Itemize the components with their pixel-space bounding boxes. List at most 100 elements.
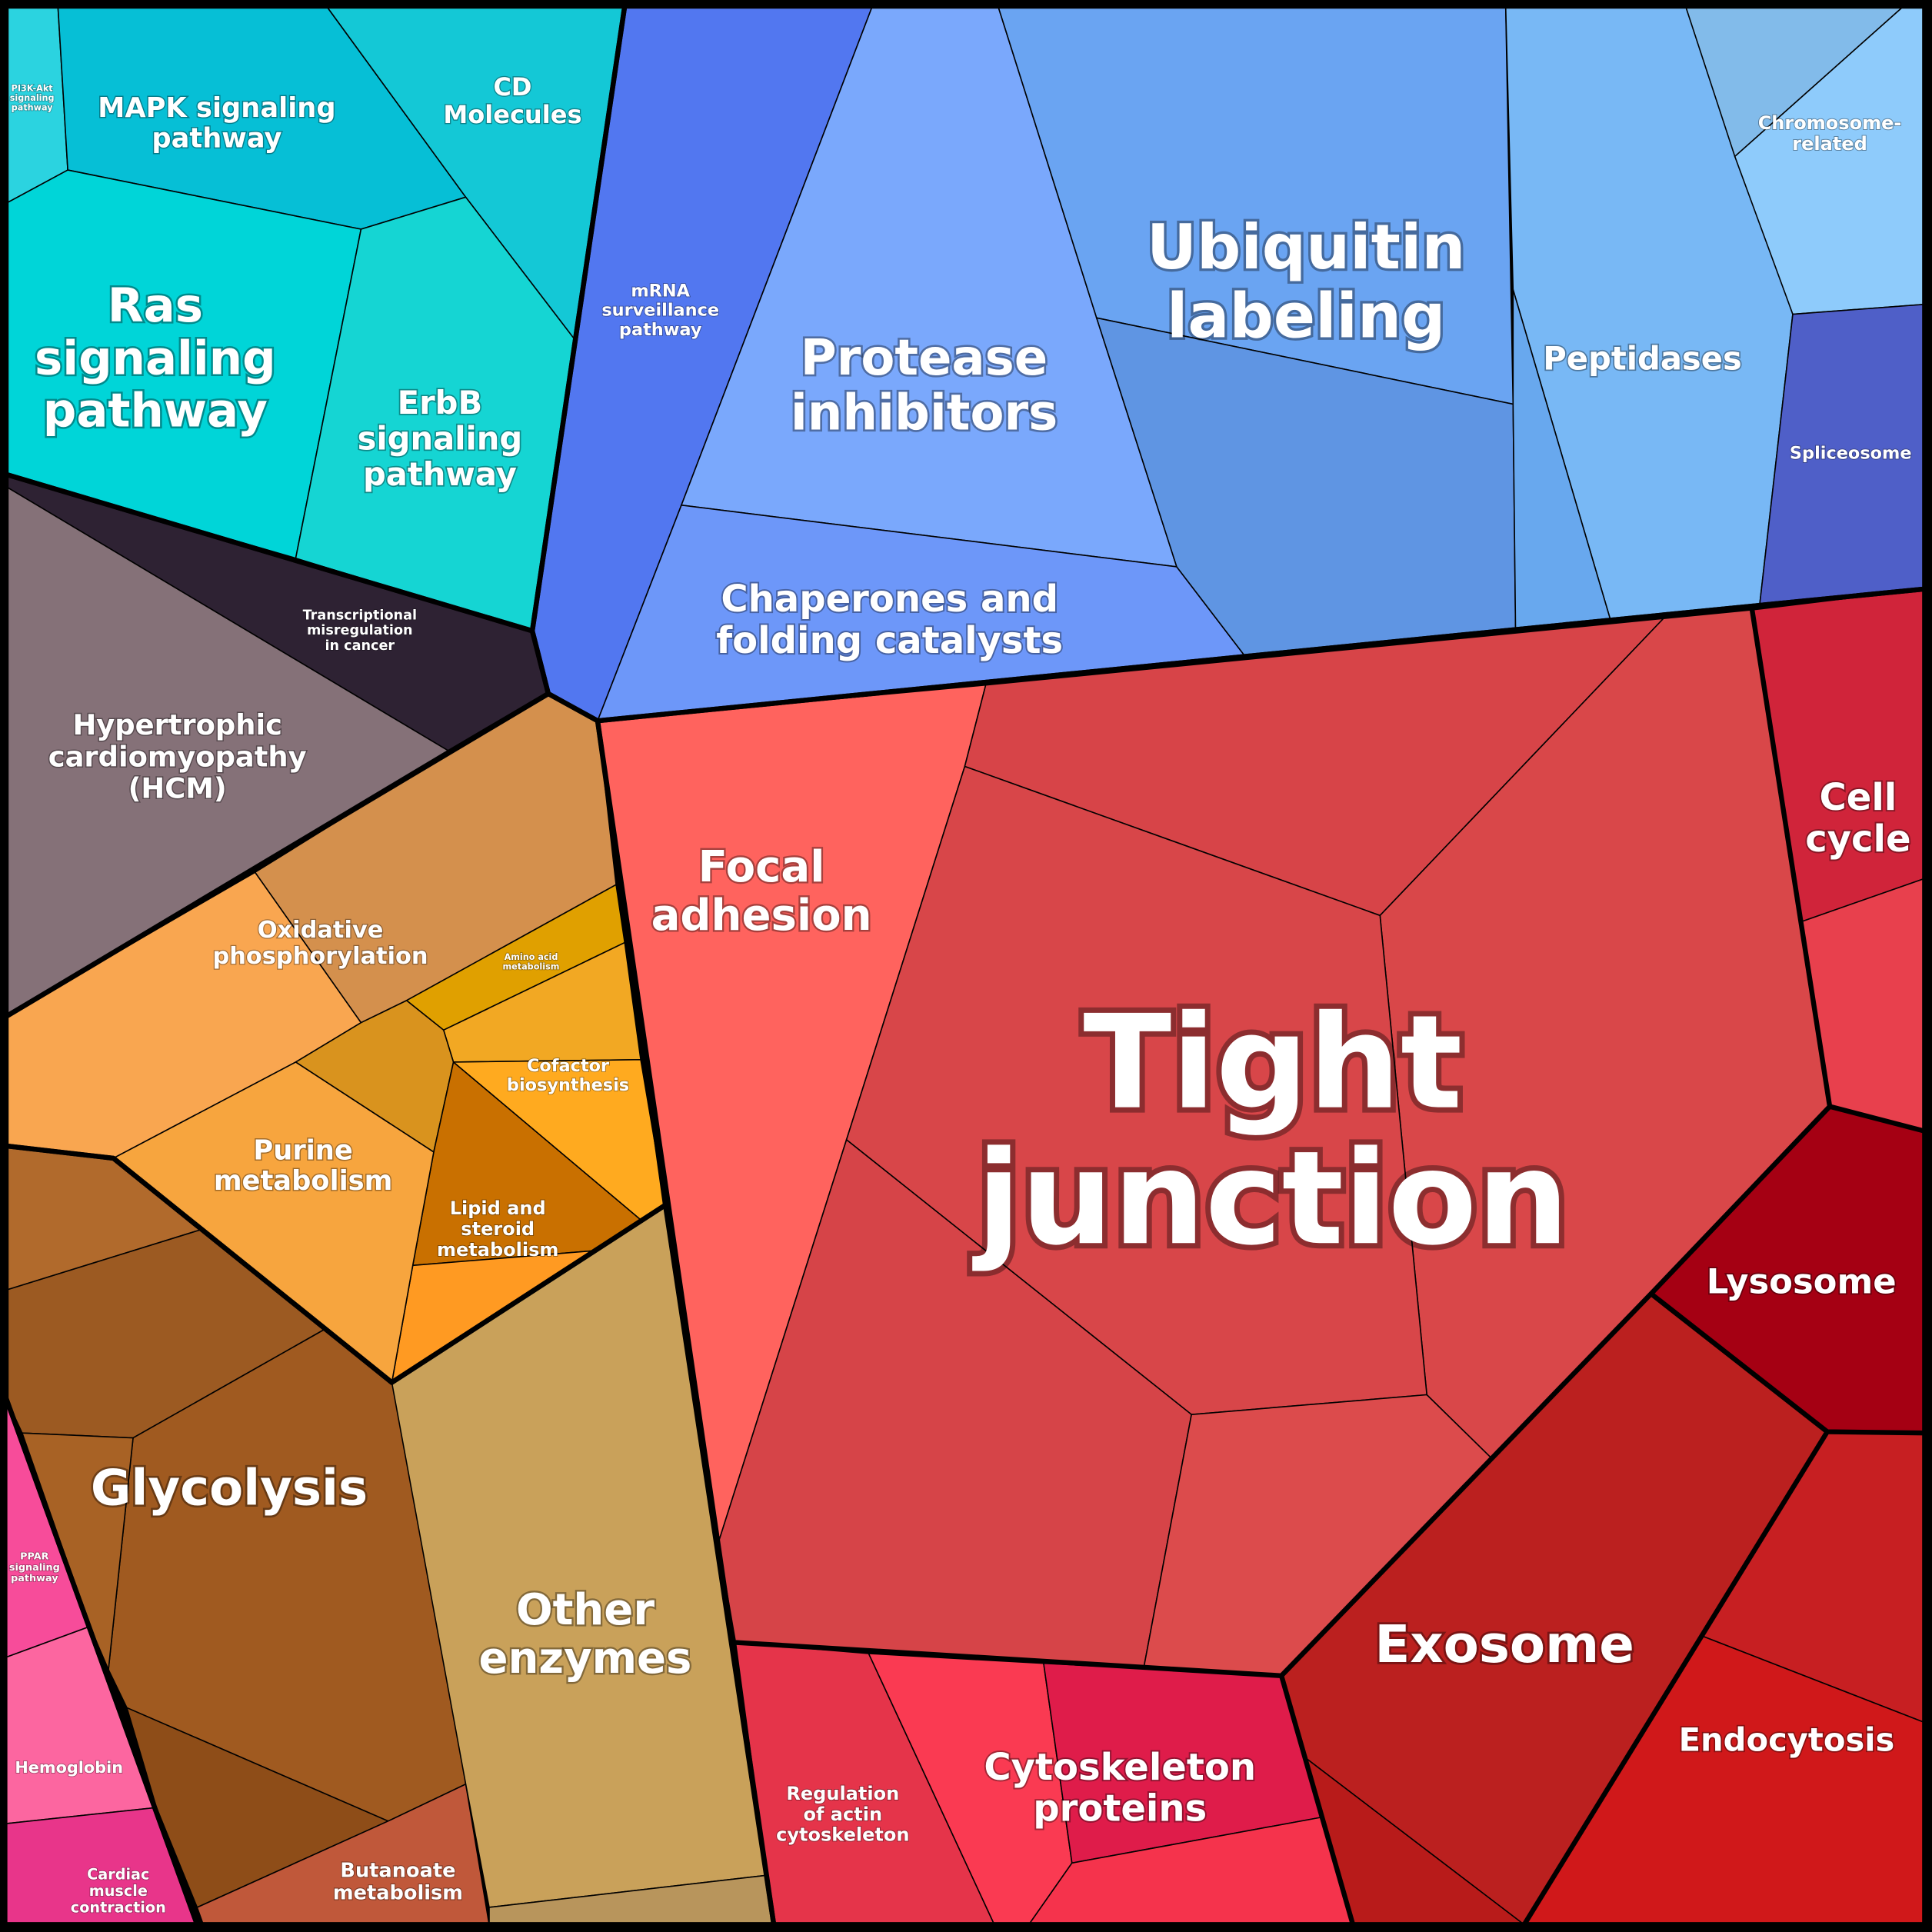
cell-label-line: Purine: [253, 1134, 352, 1166]
cell-label-line: PI3K-Akt: [12, 84, 54, 94]
cell-label-line: steroid: [461, 1218, 535, 1240]
cell-label: Hypertrophic cardiomyopathy (HCM): [48, 708, 307, 804]
cell-label-line: related: [1792, 133, 1867, 155]
cell-label-line: signaling: [358, 420, 523, 458]
cell-label: Spliceosome: [1790, 443, 1912, 463]
cell-label-line: labeling: [1167, 280, 1445, 351]
cell-label-line: of actin: [804, 1804, 883, 1825]
cell-label: Focal adhesion: [651, 842, 872, 941]
cell-label-line: Endocytosis: [1679, 1720, 1895, 1758]
cell-label: Lipid and steroid metabolism: [437, 1198, 558, 1261]
cell-label-line: pathway: [619, 319, 702, 339]
cell-label-line: Chaperones and: [721, 578, 1058, 621]
cell-label: Endocytosis: [1679, 1720, 1895, 1758]
cell-label: Cytoskeleton proteins: [984, 1746, 1256, 1830]
cell-label-line: Other: [516, 1585, 655, 1635]
cell-label-line: Focal: [698, 842, 825, 892]
cell-label-line: Oxidative: [258, 917, 384, 944]
cell-label-line: folding catalysts: [716, 619, 1063, 662]
cell-label-line: enzymes: [479, 1634, 692, 1684]
cell-label-line: Cell: [1819, 776, 1897, 819]
cell-label: mRNA surveillance pathway: [601, 281, 719, 339]
cell-label-line: proteins: [1033, 1787, 1207, 1830]
cell-label-line: Ras: [108, 278, 203, 333]
cell-label-line: pathway: [43, 383, 268, 438]
cell-label-line: signaling: [10, 93, 55, 103]
cell-label: ErbB signaling pathway: [358, 384, 523, 493]
cell-label-line: Transcriptional: [303, 608, 417, 624]
cell-label-line: in cancer: [325, 638, 395, 654]
cell-label-line: metabolism: [214, 1165, 393, 1197]
cell-label-line: Cytoskeleton: [984, 1746, 1256, 1789]
cell-label-line: Lysosome: [1707, 1261, 1897, 1301]
cell-label: Chaperones and folding catalysts: [716, 578, 1063, 662]
cell-label-line: mRNA: [631, 281, 690, 301]
labels: PI3K-Akt signaling pathway MAPK signaling pa…: [8, 72, 1912, 1917]
cell-label-line: Cardiac: [87, 1865, 149, 1883]
cell-label-line: (HCM): [128, 771, 227, 804]
cell-label: Protease inhibitors: [791, 329, 1058, 441]
cell-label-line: pathway: [363, 455, 517, 493]
cell-label-line: Peptidases: [1543, 339, 1741, 377]
cell-label-line: pathway: [152, 123, 281, 155]
cell-label: Exosome: [1374, 1614, 1634, 1674]
cell-label: Peptidases: [1543, 339, 1741, 377]
cell-label: Amino acid metabolism: [503, 952, 560, 972]
cell-label: Hemoglobin: [15, 1758, 123, 1777]
cell-label-line: pathway: [12, 103, 53, 113]
cell-label: Cofactor biosynthesis: [507, 1056, 629, 1095]
cell-label-line: pathway: [11, 1573, 58, 1584]
cell-label-line: Molecules: [443, 100, 581, 129]
cell-label-line: adhesion: [651, 891, 872, 941]
cell-label-line: Amino acid: [505, 952, 558, 962]
cell: [196, 1783, 490, 1926]
cell-label-line: misregulation: [307, 623, 413, 638]
cell-label-line: metabolism: [503, 961, 560, 971]
cell-label-line: Butanoate: [340, 1860, 455, 1883]
cell-label-line: Tight: [1083, 987, 1462, 1138]
cell-label: Other enzymes: [479, 1585, 692, 1684]
cell-label-line: surveillance: [601, 300, 719, 320]
cell-label-line: Hemoglobin: [15, 1758, 123, 1777]
cell-label: Ubiquitin labeling: [1147, 212, 1465, 352]
cell-label-line: Cofactor: [527, 1056, 609, 1076]
cell-label-line: Spliceosome: [1790, 443, 1912, 463]
group-border: [1749, 609, 1926, 1134]
cell-label-line: signaling: [35, 331, 276, 385]
cell-label-line: Lipid and: [450, 1198, 546, 1219]
cell-label-line: contraction: [71, 1898, 166, 1916]
cell-label: Lysosome: [1707, 1261, 1897, 1301]
cell-label-line: Protease: [801, 329, 1048, 386]
cell-label-line: phosphorylation: [212, 943, 428, 970]
cell-label: Transcriptional misregulation in cancer: [303, 608, 417, 654]
cell-label-line: muscle: [89, 1882, 148, 1900]
cell-label-line: metabolism: [437, 1239, 558, 1261]
cell-label-line: PPAR: [20, 1551, 48, 1562]
cell-label: Glycolysis: [91, 1460, 368, 1517]
cell-label: Cell cycle: [1805, 776, 1910, 861]
group-border: [1521, 1430, 1830, 1927]
cell-label: CD Molecules: [443, 72, 581, 129]
cell-label: Regulation of actin cytoskeleton: [776, 1783, 909, 1846]
cell-label-line: Hypertrophic: [72, 708, 281, 741]
cell-label: Oxidative phosphorylation: [212, 917, 428, 970]
cell-label-line: Glycolysis: [91, 1460, 368, 1517]
cell-label-line: metabolism: [333, 1881, 463, 1904]
cell-label-line: cardiomyopathy: [48, 740, 307, 773]
cell-label-line: junction: [972, 1123, 1569, 1274]
cell-label-line: ErbB: [398, 384, 483, 421]
cell-label: PI3K-Akt signaling pathway: [10, 84, 55, 113]
cells: [5, 5, 1926, 1926]
cell-label-line: Ubiquitin: [1147, 212, 1465, 283]
cell-label: Butanoate metabolism: [333, 1860, 463, 1905]
cell-label-line: Exosome: [1374, 1614, 1634, 1674]
cell-label-line: cycle: [1805, 818, 1910, 861]
cell-label-line: signaling: [9, 1561, 60, 1573]
cell-label: Chromosome-related: [1758, 112, 1902, 155]
cell-label: Tight junction: [972, 987, 1569, 1274]
cell-label: PPAR signaling pathway: [9, 1551, 60, 1584]
cell-label-line: inhibitors: [791, 385, 1058, 441]
